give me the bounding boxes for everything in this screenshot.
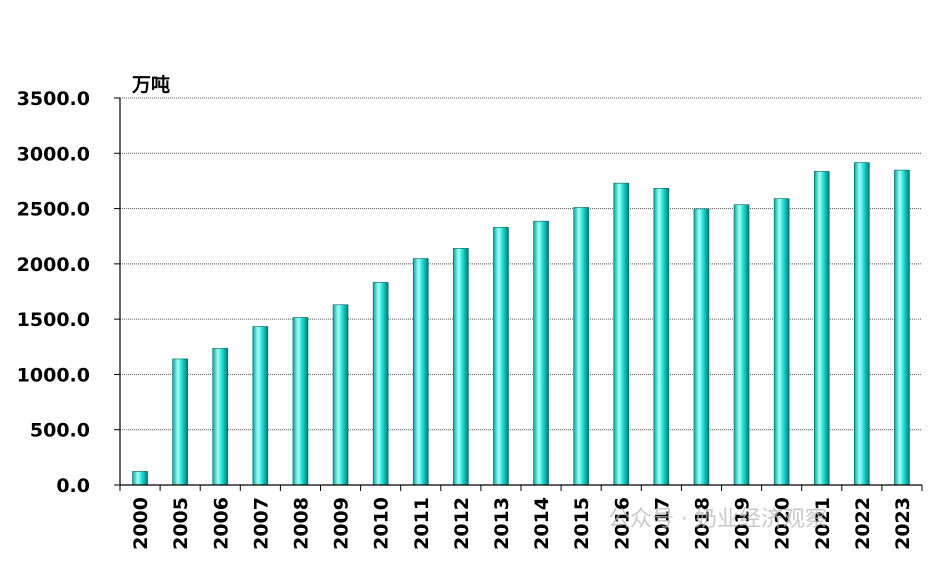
y-tick-label: 3500.0 [17,88,90,110]
bars [132,162,910,486]
x-tick-label: 2000 [130,497,152,550]
axes [114,97,923,491]
bar [332,304,349,486]
x-tick-label: 2014 [531,497,553,550]
x-tick-label: 2007 [250,497,272,550]
x-tick-label: 2020 [772,497,794,550]
x-tick-label: 2022 [852,497,874,550]
x-tick-labels: 2000 2005 2006 2007 2008 2009 2010 2011 2012 2013… [130,497,914,550]
bar [773,198,790,486]
bar [132,471,148,486]
x-tick-label: 2021 [812,497,834,550]
bar [653,188,670,486]
bar [453,248,469,486]
x-tick-label: 2016 [611,497,633,550]
x-tick-label: 2017 [651,497,673,550]
bar [252,326,269,486]
x-tick-label: 2010 [371,497,393,550]
y-tick-label: 2500.0 [17,199,90,221]
y-tick-label: 2000.0 [17,254,90,276]
bar [533,220,549,486]
bar [613,182,630,486]
bar [212,348,229,486]
y-tick-label: 3000.0 [17,143,90,165]
x-tick-label: 2008 [290,497,312,550]
bar [172,358,188,486]
bar [372,282,389,486]
gridlines [120,97,922,431]
bar [493,227,509,486]
bar [813,171,830,486]
bar [292,317,309,486]
x-tick-label: 2018 [691,497,713,550]
bar [733,204,750,486]
x-tick-label: 2015 [571,497,593,550]
y-tick-label: 1500.0 [17,309,90,331]
bar [573,207,589,486]
watermark: 公众号 · 奶业经济观察 [608,507,827,532]
x-tick-label: 2012 [451,497,473,550]
x-tick-label: 2006 [210,497,232,550]
x-tick-label: 2009 [331,497,353,550]
y-tick-label: 500.0 [30,420,90,442]
bar [693,208,710,486]
bar [412,258,429,486]
x-tick-label: 2019 [732,497,754,550]
bar [854,162,870,486]
y-tick-labels: 0.0 500.0 1000.0 1500.0 2000.0 2500.0 3000.0 35… [17,88,90,497]
x-tick-label: 2013 [491,497,513,550]
x-tick-label: 2005 [170,497,192,550]
y-unit-label: 万吨 [131,73,170,96]
x-tick-label: 2011 [411,497,433,550]
x-tick-label: 2023 [892,497,914,550]
y-tick-label: 0.0 [56,475,90,497]
y-tick-label: 1000.0 [17,364,90,386]
bar [894,169,910,486]
